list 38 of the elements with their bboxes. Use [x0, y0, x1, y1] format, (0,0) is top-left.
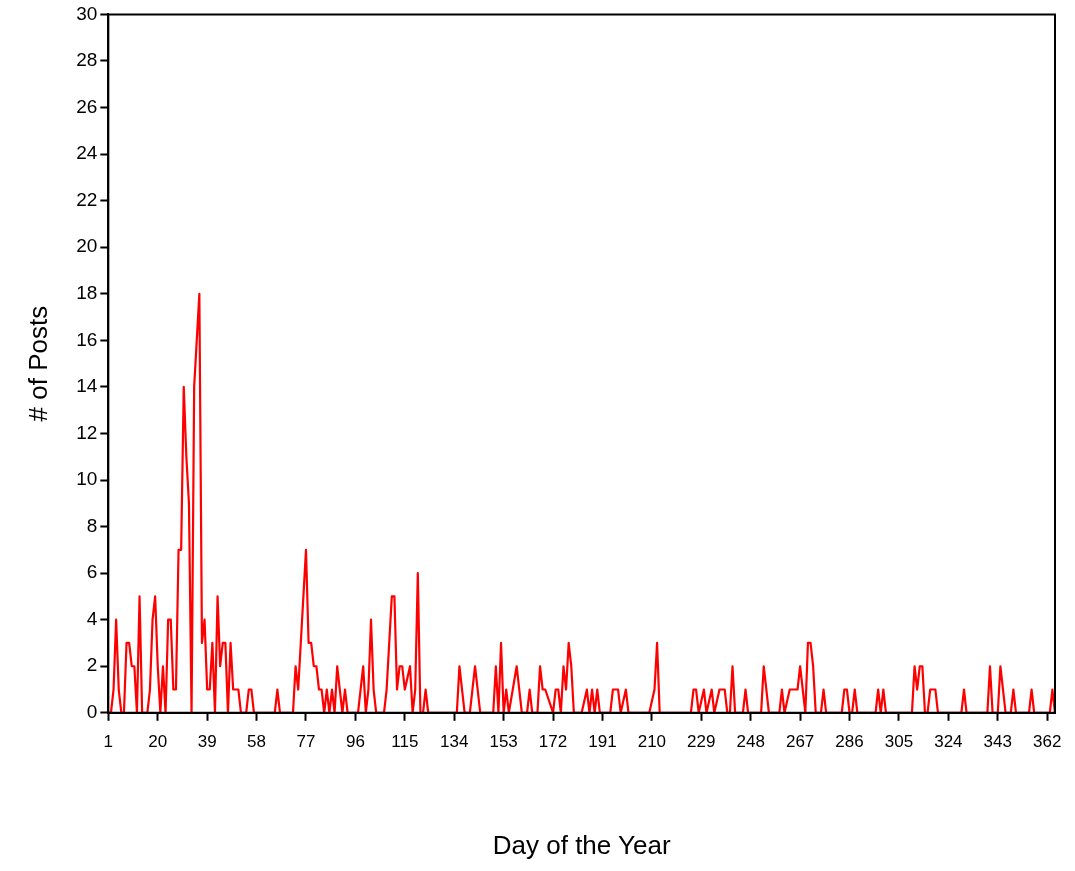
x-tick-label: 20	[148, 732, 168, 752]
x-tick-label: 96	[345, 732, 365, 752]
x-tick-label: 191	[588, 732, 617, 752]
x-tick-label: 1	[103, 732, 114, 752]
x-tick-label: 229	[687, 732, 716, 752]
x-tick-label: 134	[440, 732, 469, 752]
y-tick-label: 2	[86, 654, 98, 676]
y-tick-label: 24	[76, 142, 98, 164]
x-tick-label: 343	[983, 732, 1012, 752]
x-tick-label: 172	[538, 732, 568, 752]
x-tick-label: 267	[785, 732, 815, 752]
x-tick-label: 39	[197, 732, 217, 752]
y-tick-label: 4	[86, 607, 98, 629]
x-tick-label: 153	[489, 732, 518, 752]
y-tick-label: 26	[76, 95, 98, 117]
y-tick-label: 8	[86, 514, 98, 536]
y-tick-label: 20	[76, 235, 98, 257]
x-tick-label: 210	[637, 732, 667, 752]
y-tick-label: 16	[76, 328, 98, 350]
y-tick-label: 18	[76, 281, 98, 303]
x-tick-label: 115	[391, 732, 419, 752]
x-tick-label: 58	[247, 732, 267, 752]
y-tick-label: 28	[76, 49, 98, 71]
x-tick-label: 362	[1033, 732, 1062, 752]
x-tick-label: 286	[835, 732, 864, 752]
y-tick-label: 14	[76, 375, 98, 397]
x-tick-label: 324	[934, 732, 963, 752]
x-tick-label: 305	[884, 732, 914, 752]
x-axis-title: Day of the Year	[492, 829, 671, 860]
y-tick-label: 30	[76, 2, 98, 24]
y-tick-label: 0	[86, 701, 98, 723]
y-tick-label: 12	[76, 421, 98, 443]
y-tick-label: 10	[76, 468, 98, 490]
x-tick-label: 248	[736, 732, 765, 752]
y-axis-title: # of Posts	[22, 305, 53, 422]
x-tick-label: 77	[296, 732, 316, 752]
y-tick-label: 6	[86, 561, 98, 583]
y-tick-label: 22	[76, 188, 98, 210]
